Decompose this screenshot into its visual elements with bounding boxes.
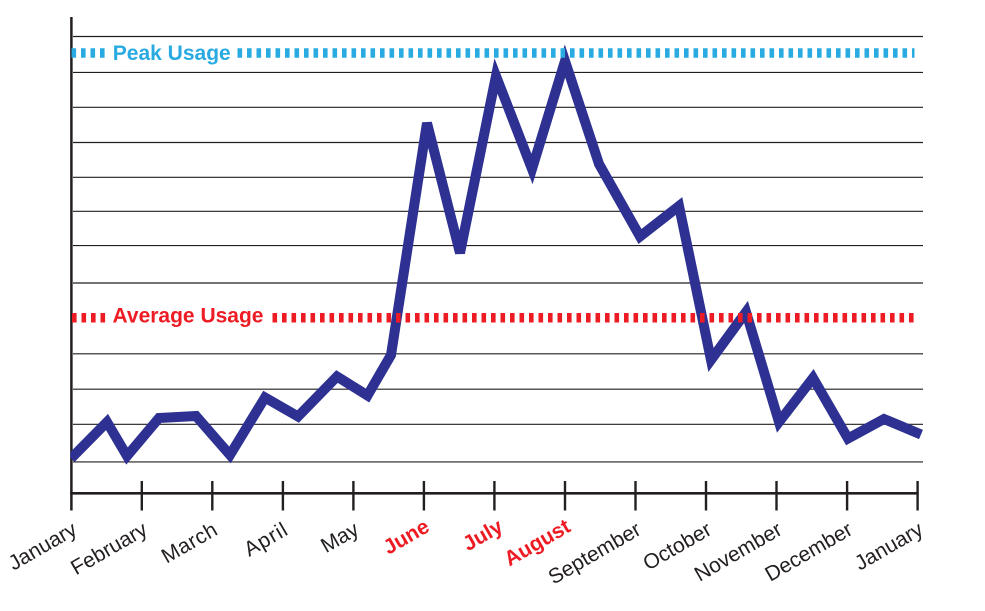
svg-text:Peak Usage: Peak Usage [113, 42, 231, 65]
svg-text:Average Usage: Average Usage [113, 305, 264, 328]
